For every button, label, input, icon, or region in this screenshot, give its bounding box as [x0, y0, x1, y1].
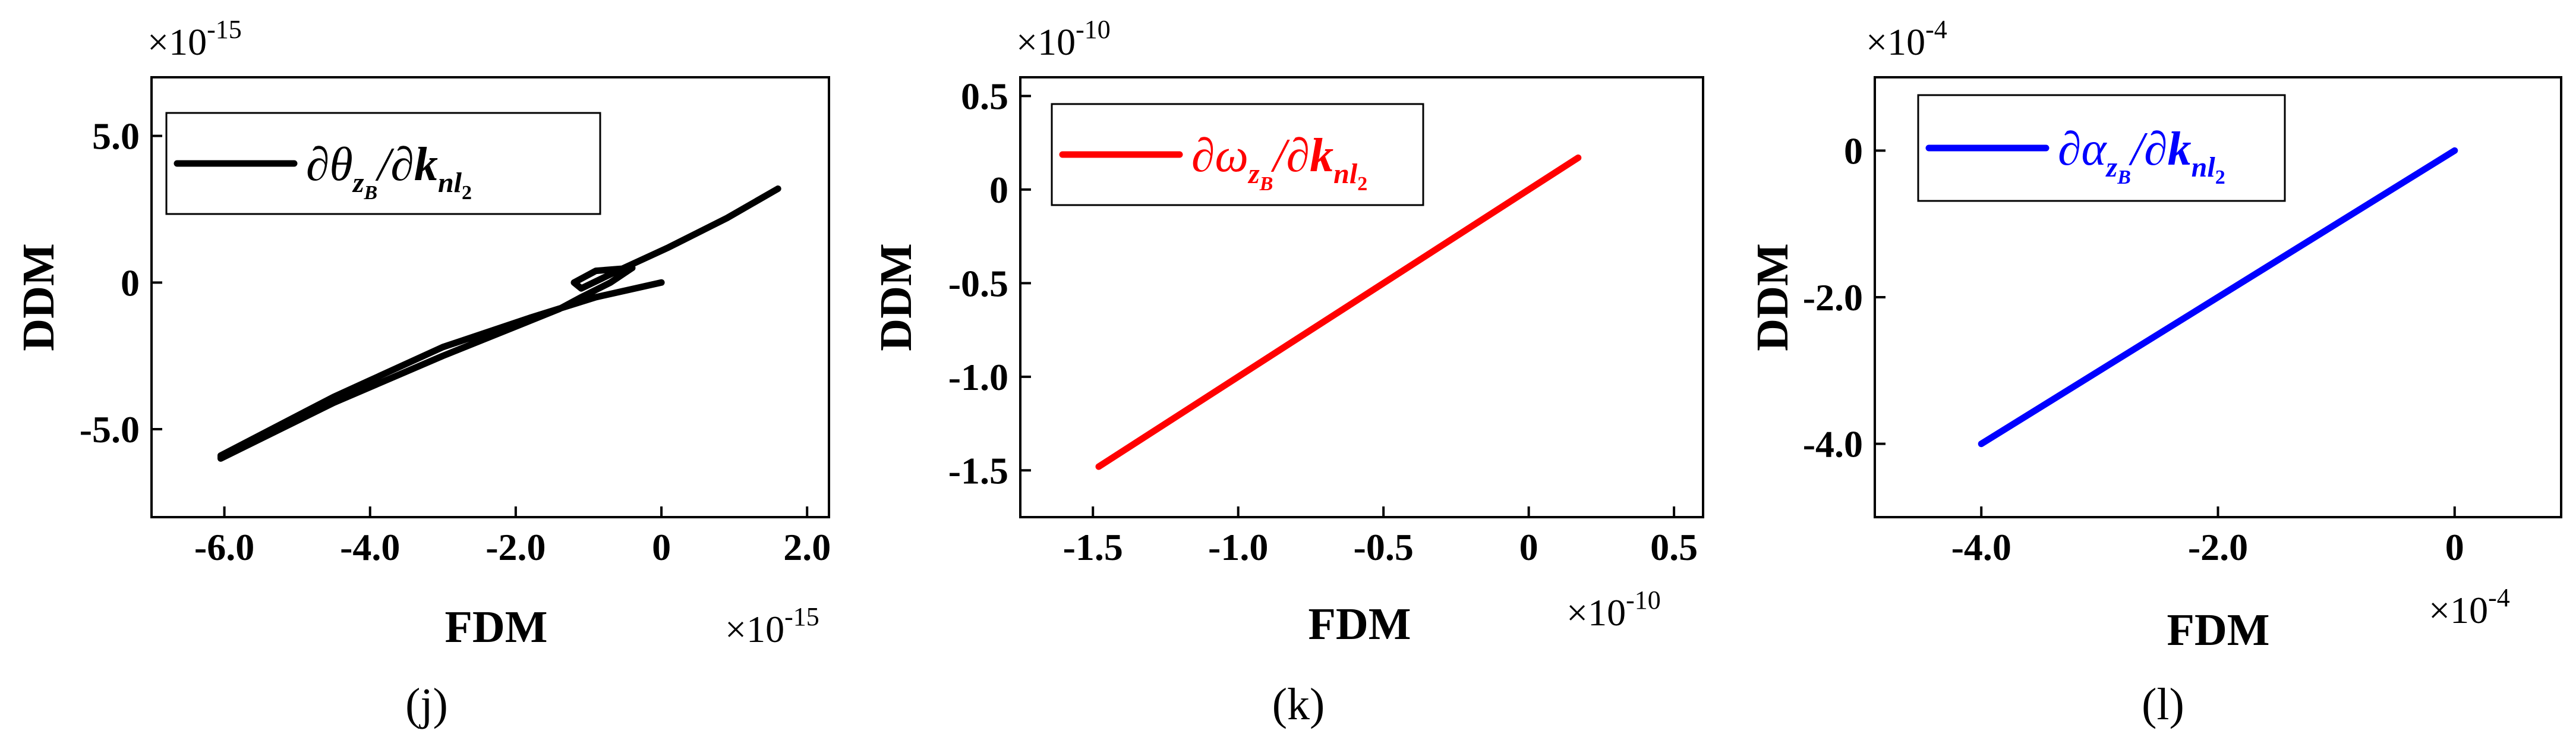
legend-k: k	[414, 139, 438, 191]
y-axis-multiplier: ×10-10	[1016, 15, 1111, 63]
legend-ksubsub: 2	[462, 182, 472, 204]
x-tick-label: 0	[1519, 526, 1538, 568]
y-axis-multiplier-exponent: -4	[1925, 15, 1947, 44]
legend-subsub: B	[1259, 173, 1273, 195]
x-axis-multiplier: ×10-4	[2429, 583, 2510, 631]
x-axis-multiplier-exponent: -10	[1626, 586, 1661, 615]
y-axis-label: DDM	[14, 243, 64, 351]
series-line-1	[1095, 154, 1582, 470]
legend-sub: z	[352, 167, 364, 199]
legend-k: k	[1310, 130, 1333, 182]
legend-ksubsub: 2	[1357, 173, 1367, 195]
x-tick-label: 0.5	[1650, 526, 1698, 568]
legend-rest: /∂	[375, 139, 414, 191]
legend-ksub: nl	[1333, 158, 1358, 190]
y-tick-label: 0	[121, 262, 140, 304]
legend-rest: /∂	[2129, 123, 2168, 175]
x-tick-label: -6.0	[194, 526, 254, 568]
legend-label: ∂αzB/∂knl2	[2058, 123, 2225, 188]
y-tick-label: -5.0	[80, 408, 140, 451]
legend-label: ∂θzB/∂knl2	[306, 139, 472, 204]
x-tick-label: 0	[2445, 526, 2464, 568]
legend-main: ∂θ	[306, 139, 353, 191]
x-axis-label: FDM	[1308, 599, 1411, 649]
x-tick-label: -4.0	[340, 526, 400, 568]
panel-caption: (l)	[2142, 679, 2184, 729]
y-axis-label: DDM	[871, 243, 921, 351]
x-axis-label: FDM	[444, 602, 547, 652]
legend-label: ∂ωzB/∂knl2	[1191, 130, 1367, 195]
x-axis-multiplier-exponent: -15	[784, 602, 819, 631]
y-tick-label: -1.5	[948, 449, 1008, 492]
x-tick-label: -4.0	[1951, 526, 2011, 568]
y-tick-label: -2.0	[1803, 276, 1863, 319]
x-axis-multiplier: ×10-15	[725, 602, 819, 650]
legend-ksub: nl	[2192, 152, 2216, 183]
series-line-1	[1978, 147, 2458, 448]
y-tick-label: 0.5	[961, 75, 1008, 117]
y-tick-label: 0	[1844, 130, 1863, 172]
plot-frame	[1019, 76, 1704, 518]
legend-k: k	[2168, 123, 2192, 175]
legend-subsub: B	[364, 182, 378, 204]
chart-panel-3: -4.0 -2.0 0 -4.0 -2.0 0 FDM DDM ×10-4 ×10-4 ∂αzB/∂…	[1748, 15, 2562, 729]
y-tick-label: -1.0	[948, 356, 1008, 398]
x-tick-label: -1.0	[1208, 526, 1268, 568]
y-tick-label: 0	[989, 169, 1008, 211]
legend-sub: z	[2105, 152, 2118, 183]
legend-subsub: B	[2117, 166, 2131, 188]
x-axis-multiplier-exponent: -4	[2488, 583, 2510, 612]
chart-panel-2: -1.5 -1.0 -0.5 0 0.5 -1.5 -1.0 -0.5 0 0.5 FDM DDM ×1…	[871, 15, 1704, 729]
x-tick-label: -2.0	[485, 526, 546, 568]
y-axis-multiplier-exponent: -10	[1076, 15, 1111, 44]
chart-panel-1: -6.0 -4.0 -2.0 0 2.0 -5.0 0 5.0 FDM DDM ×10-15 ×10-…	[14, 15, 831, 729]
series-line-1	[217, 185, 781, 462]
x-tick-label: -1.5	[1063, 526, 1123, 568]
y-axis-label: DDM	[1748, 243, 1798, 351]
y-tick-label: 5.0	[92, 115, 140, 158]
x-axis-label: FDM	[2167, 605, 2269, 655]
x-tick-label: 0	[652, 526, 671, 568]
x-tick-label: 2.0	[783, 526, 831, 568]
x-tick-label: -2.0	[2188, 526, 2248, 568]
y-axis-multiplier-exponent: -15	[207, 15, 242, 44]
plot-frame	[150, 76, 830, 518]
legend-main: ∂ω	[1191, 130, 1248, 182]
legend-ksubsub: 2	[2215, 166, 2225, 188]
panel-caption: (k)	[1272, 679, 1325, 729]
y-tick-label: -4.0	[1803, 423, 1863, 465]
y-tick-label: -0.5	[948, 262, 1008, 304]
x-tick-label: -0.5	[1354, 526, 1414, 568]
y-axis-multiplier: ×10-15	[147, 15, 242, 63]
panel-caption: (j)	[405, 679, 448, 729]
legend-main: ∂α	[2058, 123, 2108, 175]
legend-sub: z	[1247, 158, 1260, 190]
legend-ksub: nl	[438, 167, 462, 199]
y-axis-multiplier: ×10-4	[1866, 15, 1947, 63]
x-axis-multiplier: ×10-10	[1566, 586, 1661, 634]
legend-rest: /∂	[1270, 130, 1310, 182]
